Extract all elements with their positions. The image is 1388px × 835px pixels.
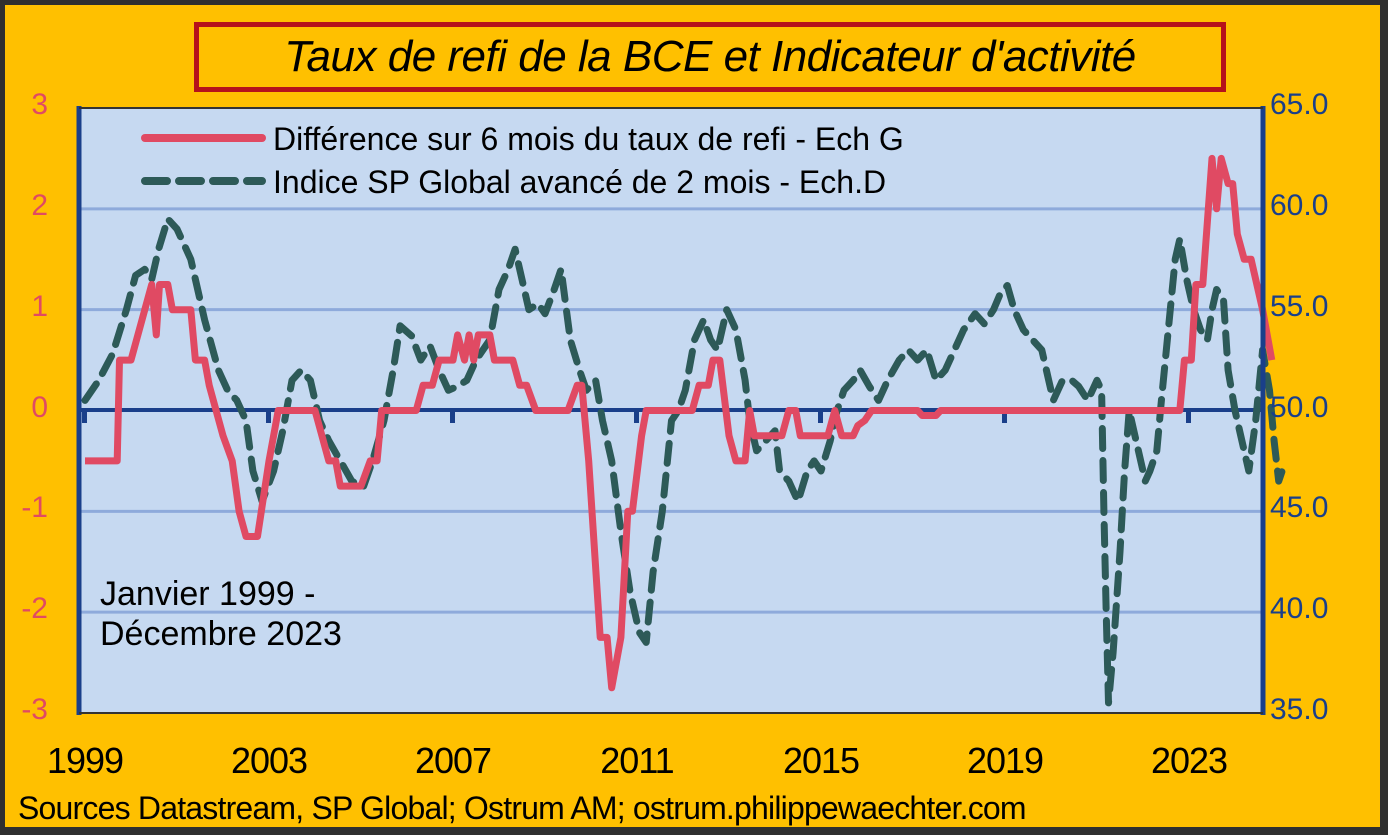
legend: Différence sur 6 mois du taux de refi - …: [141, 121, 904, 200]
right-axis-tick-label: 40.0: [1270, 592, 1329, 626]
x-axis-tick-label: 2023: [1150, 740, 1228, 781]
left-axis-tick-label: 2: [31, 188, 48, 222]
x-tick-mark: [818, 410, 823, 423]
date-range-annotation: Janvier 1999 - Décembre 2023: [100, 574, 342, 654]
x-axis-tick-label: 2019: [966, 740, 1044, 781]
right-axis-tick-label: 50.0: [1270, 390, 1329, 424]
x-axis-tick-label: 2011: [600, 740, 674, 781]
x-tick-mark: [266, 410, 271, 423]
x-tick-mark: [1002, 410, 1007, 423]
series-pmi-line: [81, 215, 1290, 707]
x-tick-mark: [450, 410, 455, 423]
annotation-line-2: Décembre 2023: [100, 615, 342, 653]
title-box: Taux de refi de la BCE et Indicateur d'a…: [194, 22, 1226, 92]
x-axis-tick-label: 2015: [782, 740, 860, 781]
right-axis-tick-label: 55.0: [1270, 289, 1329, 323]
x-axis-tick-label: 2007: [414, 740, 492, 781]
left-axis-tick-label: -1: [21, 491, 48, 525]
x-axis-tick-label: 1999: [46, 740, 124, 781]
gridlines: [79, 207, 1263, 614]
legend-refi-label: Différence sur 6 mois du taux de refi - …: [273, 121, 904, 157]
left-axis-tick-label: 0: [31, 390, 48, 424]
annotation-line-1: Janvier 1999 -: [100, 575, 316, 613]
x-tick-mark: [1186, 410, 1191, 423]
left-axis-tick-label: 3: [31, 88, 48, 121]
left-axis-tick-label: -2: [21, 592, 48, 626]
left-axis-tick-label: 1: [31, 289, 48, 323]
x-tick-mark: [82, 410, 87, 423]
x-ticks: [82, 410, 1191, 423]
source-note: Sources Datastream, SP Global; Ostrum AM…: [18, 790, 1027, 826]
chart-title: Taux de refi de la BCE et Indicateur d'a…: [284, 32, 1136, 81]
left-axis-tick-label: -3: [21, 693, 48, 726]
legend-pmi-label: Indice SP Global avancé de 2 mois - Ech.…: [273, 164, 886, 200]
right-axis-tick-label: 45.0: [1270, 491, 1329, 525]
right-axis-tick-label: 65.0: [1270, 88, 1329, 121]
x-axis-tick-label: 2003: [230, 740, 308, 781]
series-refi-line: [85, 154, 1276, 692]
right-axis-tick-label: 35.0: [1270, 693, 1329, 726]
x-tick-mark: [634, 410, 639, 423]
right-axis-tick-label: 60.0: [1270, 188, 1329, 222]
